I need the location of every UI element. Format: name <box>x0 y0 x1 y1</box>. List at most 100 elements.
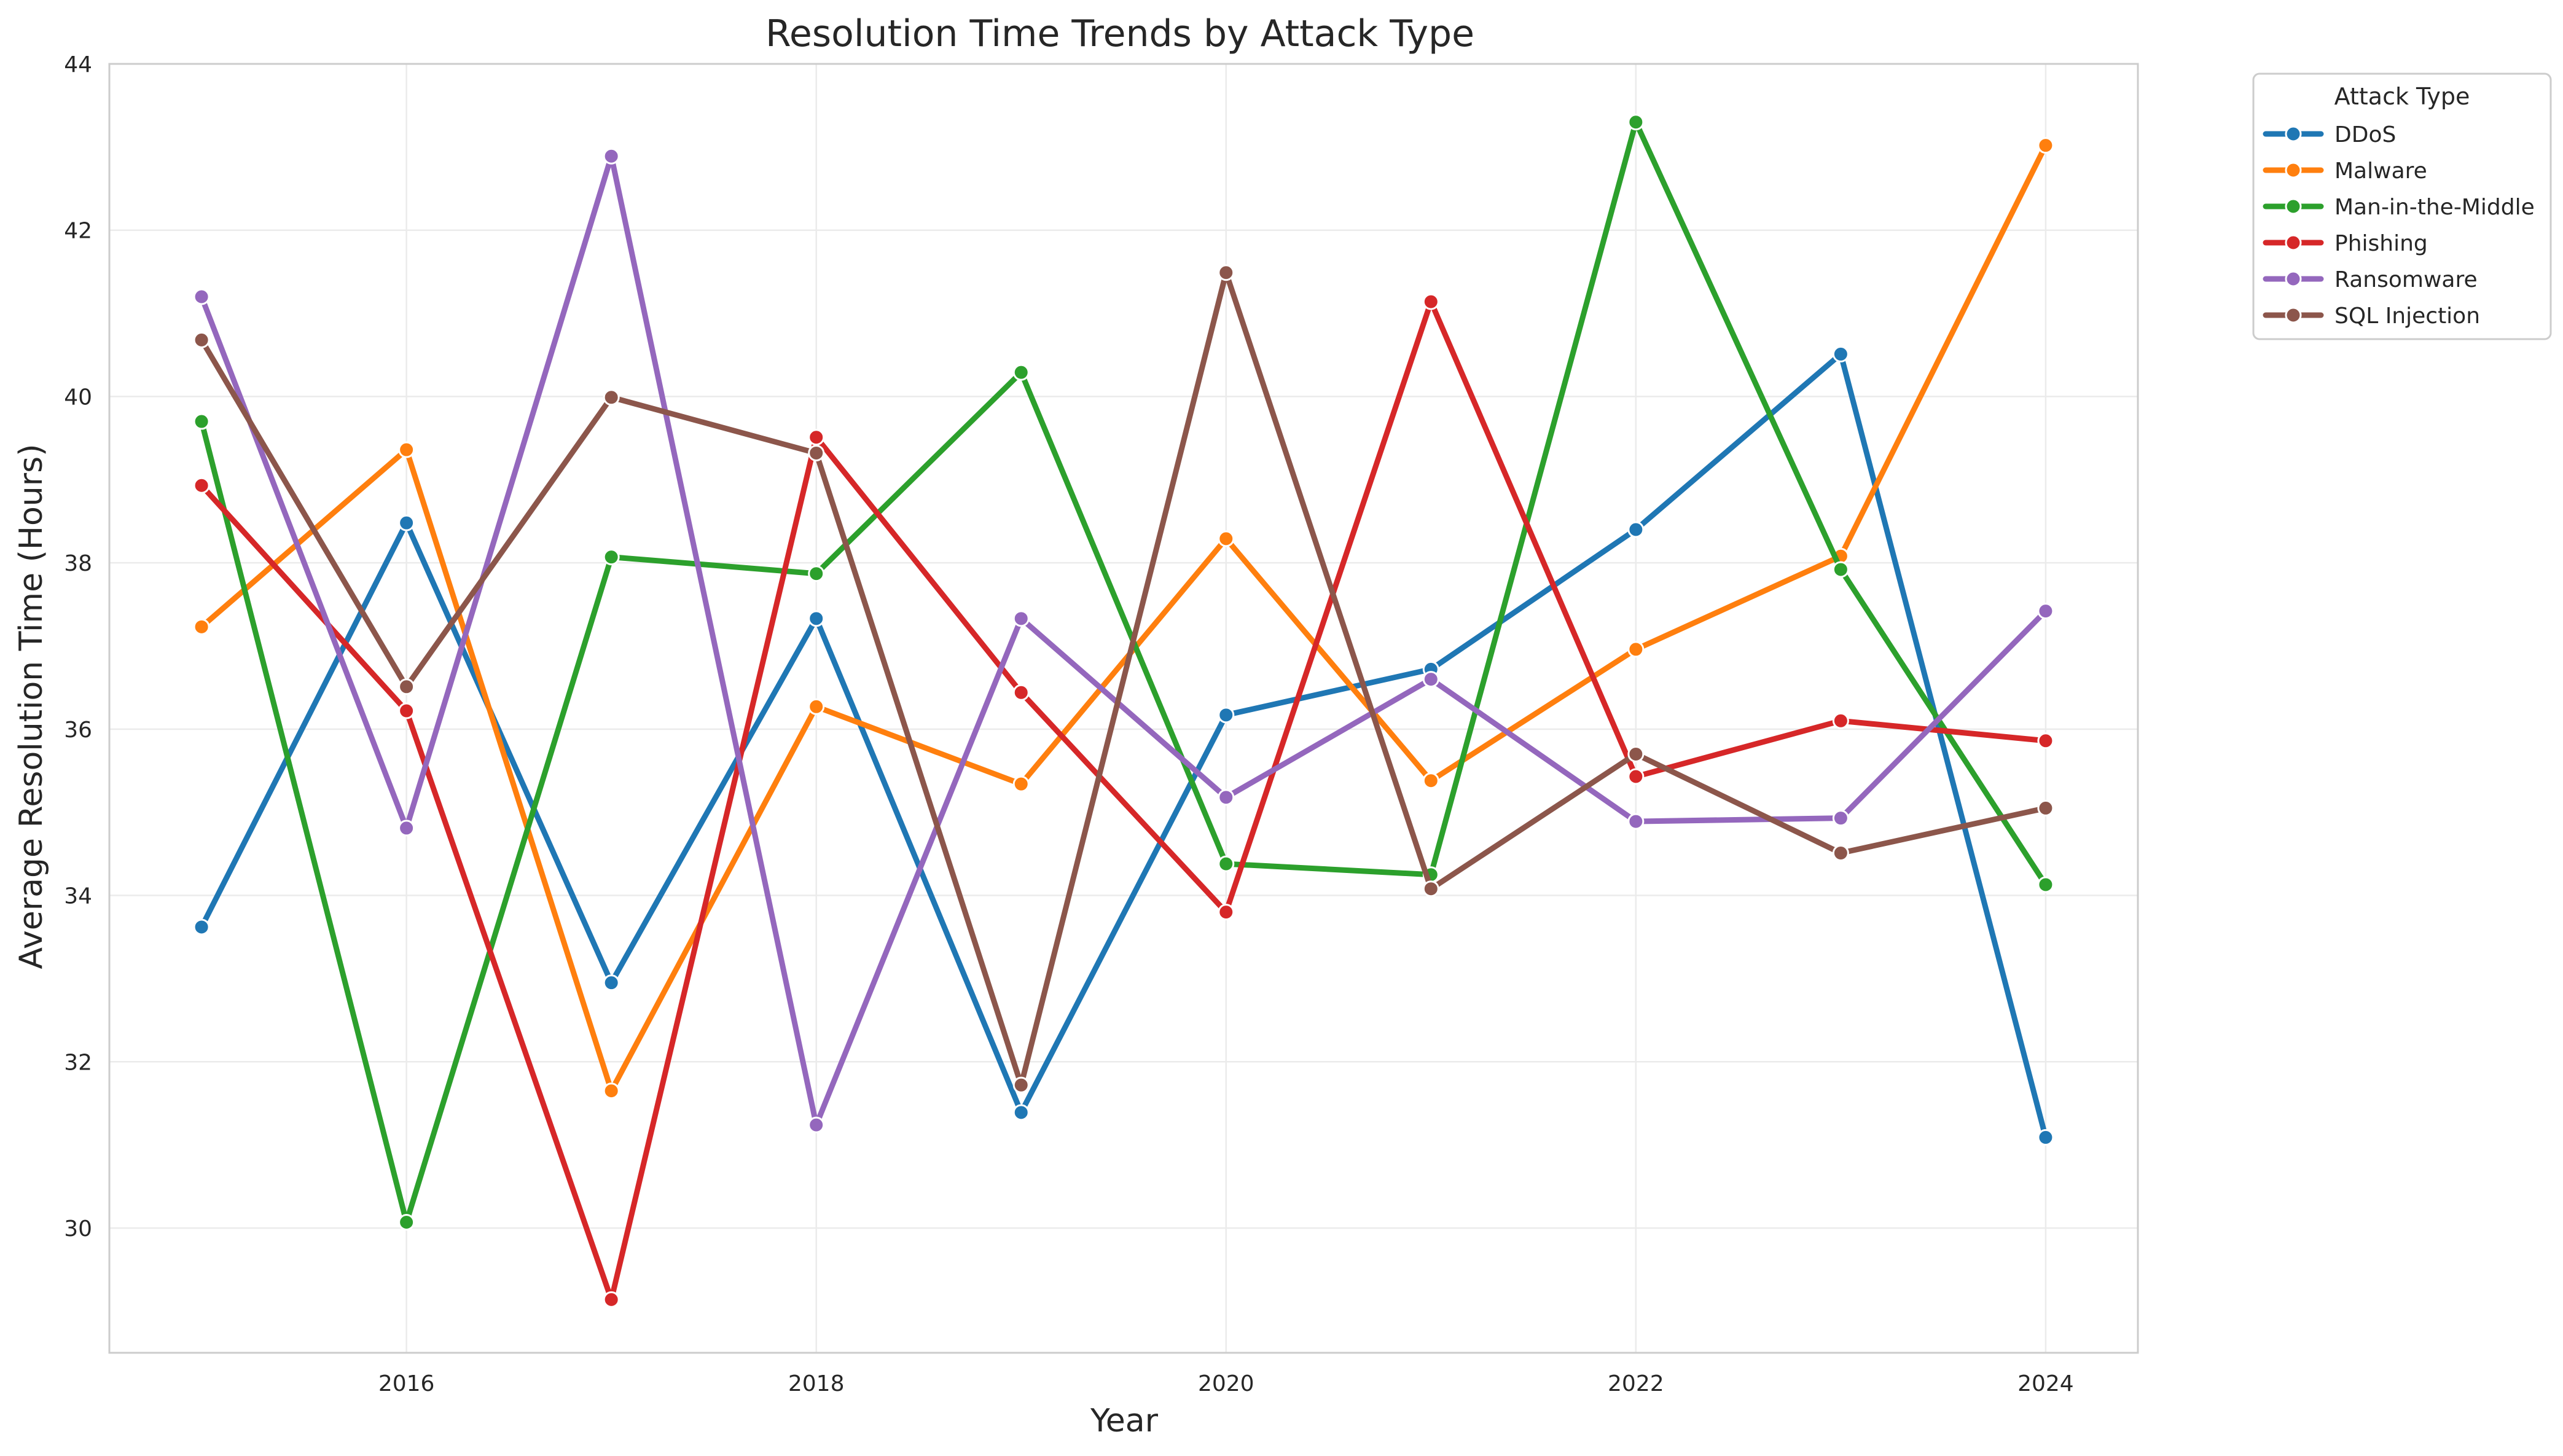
legend-marker <box>2285 162 2302 179</box>
legend: Attack Type DDoS Malware Man-in-the-Middle… <box>2252 72 2552 340</box>
data-point <box>603 1082 620 1100</box>
legend-marker <box>2285 234 2302 251</box>
x-tick-label: 2020 <box>1198 1371 1254 1396</box>
series-malware <box>193 137 2054 1100</box>
data-point <box>398 820 415 837</box>
series-man-in-the-middle <box>193 114 2054 1231</box>
y-tick-label: 44 <box>64 52 92 77</box>
data-point <box>603 389 620 406</box>
legend-title: Attack Type <box>2334 83 2470 110</box>
data-point <box>1012 364 1030 381</box>
legend-item: Malware <box>2263 159 2427 184</box>
data-point <box>398 702 415 719</box>
data-point <box>1012 1076 1030 1094</box>
axes: 2016 2018 2020 2022 2024 30 32 34 36 38 40 42 44 <box>64 52 2074 1396</box>
data-point <box>398 1213 415 1231</box>
data-point <box>808 444 825 461</box>
series-ddos <box>193 345 2054 1146</box>
legend-items: DDoS Malware Man-in-the-Middle Phishing Rans… <box>2263 122 2535 329</box>
data-point <box>603 147 620 165</box>
legend-item: Phishing <box>2263 231 2428 256</box>
y-tick-label: 42 <box>64 219 92 244</box>
data-point <box>808 610 825 627</box>
data-point <box>808 565 825 582</box>
data-point <box>1218 530 1235 547</box>
legend-label: Man-in-the-Middle <box>2334 195 2535 220</box>
data-point <box>1422 772 1439 789</box>
data-point <box>1627 641 1645 658</box>
data-point <box>603 549 620 566</box>
legend-item: SQL Injection <box>2263 303 2480 329</box>
data-point <box>1218 706 1235 724</box>
data-point <box>1627 521 1645 538</box>
data-point <box>1832 845 1849 862</box>
series-lines <box>193 114 2054 1308</box>
data-point <box>1832 712 1849 729</box>
data-point <box>2037 876 2054 893</box>
data-point <box>193 477 210 494</box>
series-line <box>198 351 2049 1140</box>
data-point <box>1422 671 1439 688</box>
chart-title: Resolution Time Trends by Attack Type <box>765 12 1474 55</box>
data-point <box>1218 855 1235 872</box>
x-tick-label: 2016 <box>378 1371 435 1396</box>
legend-marker <box>2285 307 2302 324</box>
legend-label: SQL Injection <box>2334 303 2480 329</box>
data-point <box>398 514 415 531</box>
legend-marker <box>2285 125 2302 143</box>
data-point <box>398 678 415 695</box>
data-point <box>603 974 620 992</box>
y-tick-label: 32 <box>64 1050 92 1075</box>
data-point <box>193 413 210 430</box>
legend-label: Malware <box>2334 159 2427 184</box>
series-phishing <box>193 293 2054 1308</box>
data-point <box>1627 745 1645 762</box>
data-point <box>2037 799 2054 816</box>
data-point <box>193 618 210 635</box>
data-point <box>2037 732 2054 750</box>
data-point <box>808 698 825 715</box>
data-point <box>1422 880 1439 898</box>
y-tick-label: 36 <box>64 718 92 743</box>
data-point <box>398 441 415 458</box>
data-point <box>1218 264 1235 281</box>
data-point <box>1832 561 1849 578</box>
data-point <box>1012 684 1030 701</box>
legend-label: Phishing <box>2334 231 2428 256</box>
legend-item: DDoS <box>2263 122 2396 147</box>
series-line <box>198 119 2049 1225</box>
data-point <box>808 429 825 446</box>
x-tick-label: 2024 <box>2017 1371 2074 1396</box>
x-tick-label: 2018 <box>788 1371 845 1396</box>
legend-item: Man-in-the-Middle <box>2263 195 2535 220</box>
data-point <box>603 1291 620 1308</box>
data-point <box>1627 114 1645 131</box>
series-line <box>198 270 2049 1088</box>
data-point <box>1012 775 1030 793</box>
x-axis-label: Year <box>1090 1403 1159 1439</box>
data-point <box>1422 293 1439 310</box>
data-point <box>1012 1104 1030 1121</box>
y-tick-label: 34 <box>64 884 92 909</box>
data-point <box>193 331 210 348</box>
data-point <box>1218 904 1235 921</box>
plot-frame <box>108 63 2139 1354</box>
data-point <box>193 918 210 936</box>
series-sql-injection <box>193 264 2054 1094</box>
data-point <box>2037 137 2054 154</box>
data-point <box>2037 603 2054 620</box>
legend-marker <box>2285 198 2302 215</box>
y-tick-label: 30 <box>64 1216 92 1242</box>
data-point <box>1218 789 1235 806</box>
legend-label: DDoS <box>2334 122 2396 147</box>
y-tick-label: 38 <box>64 551 92 576</box>
data-point <box>1832 810 1849 827</box>
legend-box <box>2252 72 2552 340</box>
y-tick-label: 40 <box>64 385 92 410</box>
legend-marker <box>2285 270 2302 288</box>
series-ransomware <box>193 147 2054 1133</box>
data-point <box>193 288 210 305</box>
x-tick-label: 2022 <box>1608 1371 1664 1396</box>
data-point <box>2037 1129 2054 1146</box>
